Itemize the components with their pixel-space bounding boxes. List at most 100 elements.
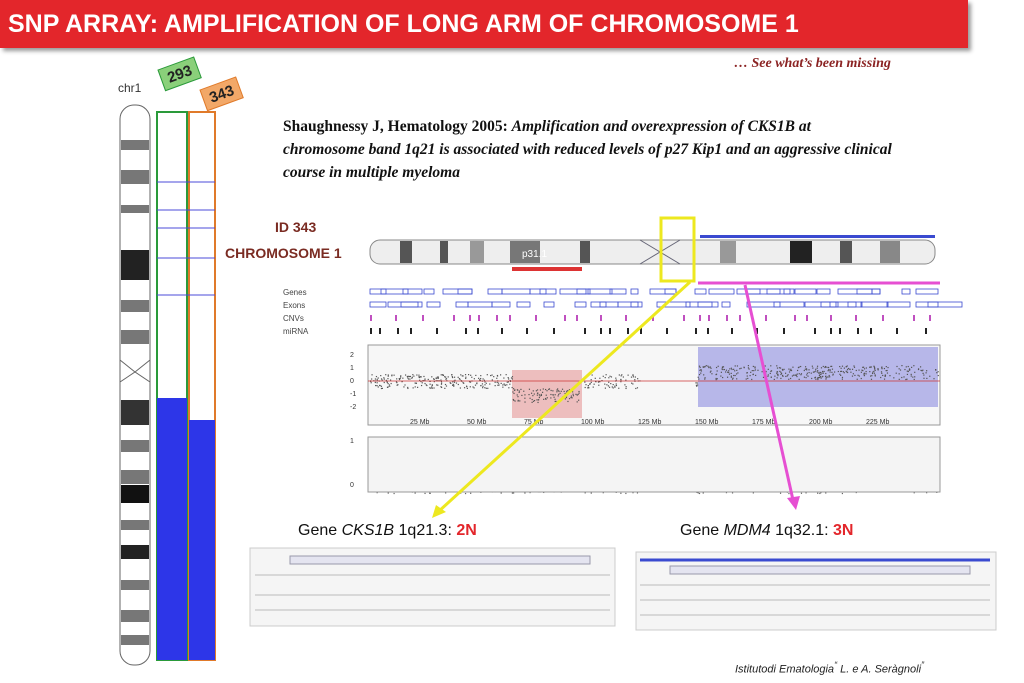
lrr-point: [509, 383, 511, 385]
lrr-point: [506, 381, 508, 383]
track-feature: [804, 301, 837, 308]
lrr-point: [871, 372, 874, 375]
tag-343: 343: [199, 76, 244, 112]
lrr-point: [837, 370, 839, 373]
baf-point: [731, 492, 734, 494]
lrr-point: [841, 378, 844, 380]
lrr-point: [537, 392, 539, 394]
lrr-point: [540, 393, 542, 396]
lrr-point: [388, 384, 390, 386]
lrr-point: [389, 379, 392, 381]
lrr-point: [728, 371, 730, 374]
y-label: 0: [350, 378, 354, 385]
lrr-point: [386, 386, 389, 388]
lrr-point: [529, 397, 531, 399]
lrr-point: [500, 374, 502, 376]
x-label: 25 Mb: [410, 419, 430, 426]
track-feature: [652, 315, 654, 321]
baf-point: [702, 492, 704, 494]
arrow-mdm4: [743, 284, 795, 501]
lrr-point: [898, 378, 900, 380]
lrr-point: [779, 370, 781, 372]
lrr-point: [921, 370, 923, 372]
lrr-point: [792, 374, 795, 376]
track-feature: [370, 315, 372, 321]
lrr-point: [451, 374, 453, 376]
lrr-point: [856, 378, 858, 380]
lrr-point: [449, 382, 451, 384]
lrr-point: [841, 365, 844, 367]
lrr-point: [820, 377, 822, 379]
lrr-point: [703, 374, 705, 376]
lrr-point: [733, 374, 735, 377]
lrr-point: [737, 372, 739, 374]
lrr-point: [524, 397, 526, 399]
lrr-point: [431, 376, 433, 378]
baf-label: 1: [350, 438, 354, 445]
lrr-point: [720, 371, 722, 373]
citation-text: Amplification and overexpression of CKS1…: [283, 118, 892, 181]
lrr-point: [409, 378, 411, 380]
lrr-point: [403, 386, 405, 388]
lrr-point: [788, 378, 790, 380]
lrr-point: [528, 393, 530, 396]
track-feature: [370, 328, 372, 334]
lrr-point: [532, 395, 534, 397]
lrr-point: [420, 384, 423, 387]
lrr-point: [450, 382, 452, 384]
track-feature: [574, 301, 587, 308]
lrr-point: [381, 387, 383, 389]
browser-bands: [400, 241, 900, 263]
track-feature: [830, 315, 832, 321]
track-feature: [783, 328, 785, 334]
lrr-point: [560, 390, 562, 392]
lrr-point: [545, 398, 547, 400]
lrr-point: [863, 375, 866, 377]
lrr-point: [453, 376, 456, 378]
lrr-point: [385, 379, 387, 381]
lrr-point: [829, 371, 831, 373]
lrr-point: [792, 366, 794, 368]
lrr-point: [751, 370, 753, 372]
lrr-point: [707, 365, 709, 367]
track-feature: [469, 315, 471, 321]
lrr-point: [463, 382, 465, 384]
track-feature: [697, 301, 713, 308]
baf-point: [602, 492, 604, 494]
lrr-point: [375, 375, 378, 378]
lrr-point: [735, 373, 738, 375]
lrr-point: [752, 373, 754, 376]
lrr-point: [433, 378, 435, 380]
lrr-point: [807, 375, 809, 377]
lrr-point: [588, 387, 590, 389]
track-feature: [766, 288, 791, 295]
lrr-point: [516, 394, 518, 396]
lrr-point: [441, 386, 443, 389]
track-feature: [816, 288, 831, 295]
lrr-point: [905, 366, 907, 368]
lrr-point: [865, 367, 867, 369]
lrr-point: [845, 370, 847, 372]
lrr-point: [840, 370, 842, 373]
lrr-point: [385, 374, 387, 376]
lrr-point: [528, 388, 531, 390]
lrr-point: [387, 382, 389, 385]
lrr-point: [769, 372, 771, 375]
lrr-point: [602, 375, 604, 377]
lrr-point: [550, 397, 552, 399]
lrr-point: [462, 382, 464, 384]
lrr-point: [479, 379, 481, 381]
track-feature: [630, 288, 639, 295]
lrr-point: [509, 379, 511, 382]
lrr-point: [910, 373, 912, 375]
lrr-point: [798, 378, 800, 380]
track-feature: [746, 288, 781, 295]
lrr-point: [698, 378, 700, 380]
lrr-point: [451, 376, 453, 378]
lrr-point: [554, 394, 556, 396]
lrr-point: [898, 373, 900, 375]
lrr-point: [917, 368, 920, 370]
lrr-point: [877, 368, 879, 370]
track-feature: [599, 301, 607, 308]
track-feature: [387, 301, 423, 308]
